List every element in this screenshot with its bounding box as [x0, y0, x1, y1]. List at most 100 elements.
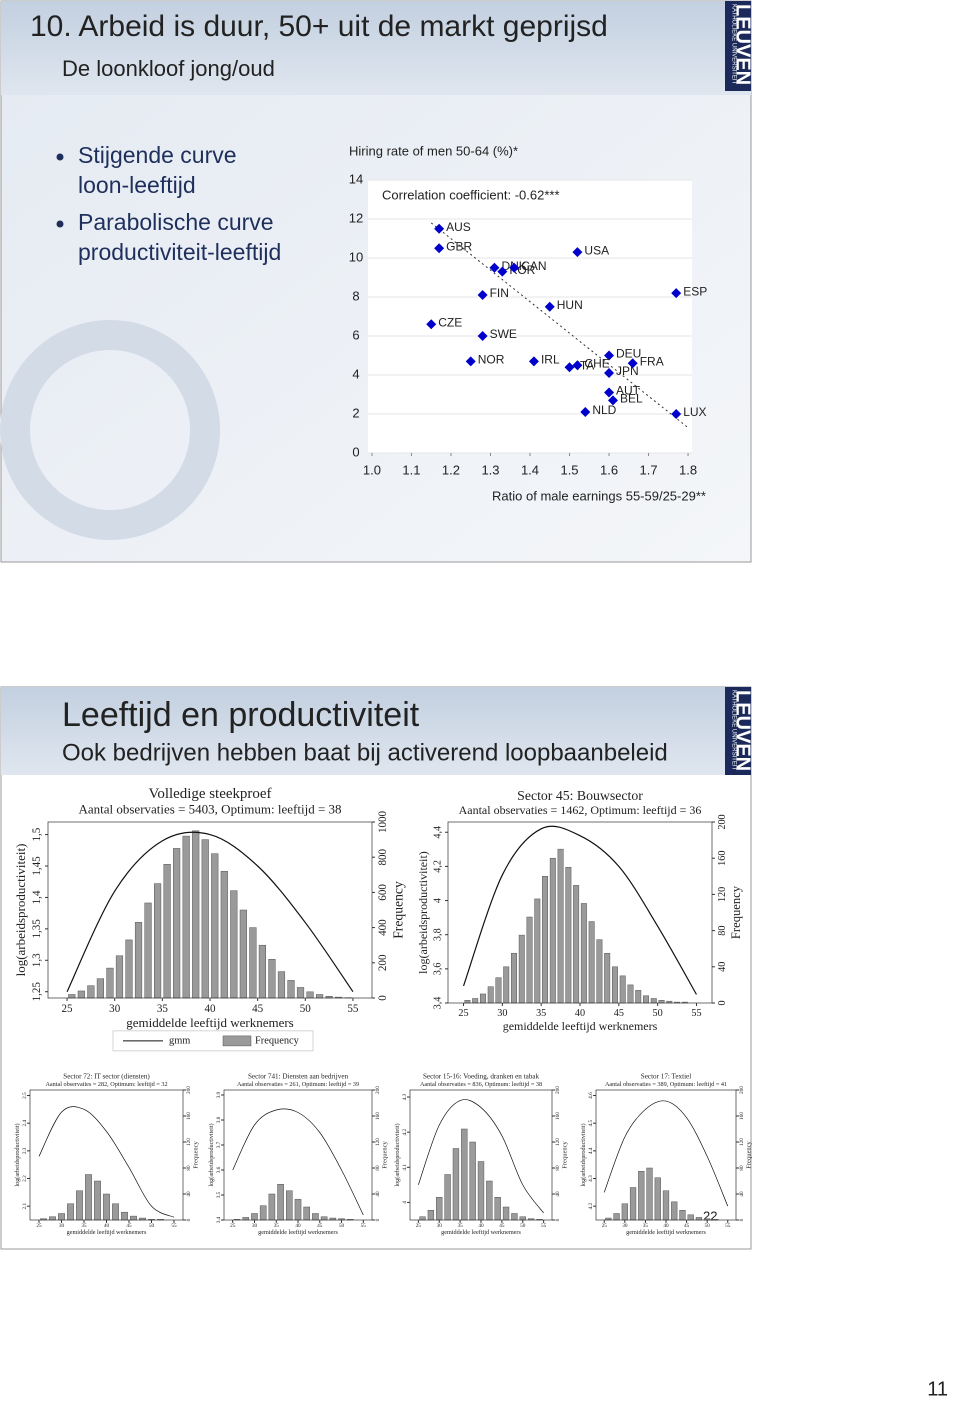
point-label: USA: [584, 243, 609, 257]
y2-tick-label: 160: [739, 1112, 745, 1120]
x-tick-label: 40: [478, 1223, 484, 1229]
chart-title: Hiring rate of men 50-64 (%)*: [349, 143, 518, 158]
histogram-bar: [259, 1205, 267, 1221]
point-label: IRL: [541, 353, 560, 367]
histogram-bar: [121, 1211, 128, 1221]
legend-label: Frequency: [255, 1035, 300, 1046]
x-tick-label: 1.4: [521, 462, 539, 477]
y2-tick-label: 120: [739, 1138, 745, 1146]
x-tick-label: 1.6: [600, 462, 618, 477]
logo-line2: LEUVEN: [732, 690, 754, 771]
histogram-bar: [604, 952, 611, 1004]
y2-tick-label: 200: [739, 1086, 745, 1094]
histogram-bar: [85, 1174, 92, 1221]
point-label: NOR: [478, 353, 505, 367]
y2-tick-label: 160: [375, 1112, 381, 1120]
histogram-bar: [635, 990, 642, 1004]
chart-title: Sector 17: Textiel: [641, 1073, 691, 1081]
chart-subtitle: Aantal observaties = 1462, Optimum: leef…: [459, 803, 702, 817]
y-tick-label: 4.5: [588, 1120, 594, 1127]
histogram-bar: [258, 944, 266, 999]
y-tick-label: 4.2: [588, 1203, 594, 1210]
point-label: DEU: [616, 347, 641, 361]
y2-axis-label: Frequency: [390, 881, 405, 939]
bullet-text: Parabolische curve: [78, 209, 274, 235]
histogram-bar: [464, 1000, 471, 1004]
point-label: HUN: [557, 298, 583, 312]
histogram-bar: [144, 902, 152, 999]
annotation: Correlation coefficient: -0.62***: [382, 187, 560, 202]
histogram-bar: [277, 1184, 284, 1221]
x-tick-label: 1.0: [363, 462, 381, 477]
slide-header: [1, 687, 751, 775]
histogram-bar: [211, 853, 219, 999]
y-tick-label: 1,35: [31, 919, 43, 939]
legend-swatch: [222, 1035, 252, 1047]
y2-tick-label: 40: [555, 1191, 561, 1197]
x-tick-label: 1.5: [560, 462, 578, 477]
fit-curve: [462, 825, 697, 995]
histogram-bar: [477, 1161, 485, 1221]
chart-subtitle: Aantal observaties = 261, Optimum: leeft…: [237, 1081, 359, 1088]
x-tick-label: 45: [317, 1223, 323, 1229]
fit-curve: [603, 1100, 729, 1207]
histogram-bar: [76, 1190, 83, 1221]
histogram-bar: [201, 839, 209, 999]
plot-area: [368, 180, 692, 453]
histogram-bar: [239, 909, 247, 999]
logo-block: [725, 687, 751, 775]
x-tick-label: 45: [126, 1223, 132, 1229]
histogram-bar: [436, 1197, 443, 1221]
histogram-bar: [519, 1216, 526, 1221]
histogram-bar: [220, 871, 228, 999]
point: [509, 262, 520, 273]
histogram-bar: [130, 1215, 137, 1221]
histogram-bar: [658, 1000, 665, 1004]
bullet-dot: [56, 220, 64, 228]
point-label: SWE: [490, 327, 517, 341]
y2-tick-label: 200: [555, 1086, 561, 1094]
point: [627, 358, 638, 369]
x-tick-label: 55: [691, 1008, 701, 1019]
histogram-bar: [621, 1203, 628, 1221]
chart-subtitle: Aantal observaties = 5403, Optimum: leef…: [78, 801, 341, 816]
y2-tick-label: 200: [186, 1086, 192, 1094]
histogram-bar: [87, 985, 95, 999]
y-tick-label: 4.6: [588, 1092, 594, 1099]
fit-curve: [418, 1099, 544, 1214]
slide-title: 10. Arbeid is duur, 50+ uit de markt gep…: [30, 10, 608, 43]
logo-line1: KATHOLIEKE UNIVERSITEIT: [730, 4, 736, 85]
histogram-bar: [419, 1216, 426, 1221]
y-tick-label: 3,4: [433, 997, 444, 1010]
x-tick-label: 50: [149, 1223, 155, 1229]
histogram-bar: [49, 1216, 56, 1221]
x-tick-label: 1.3: [481, 462, 499, 477]
x-tick-label: 25: [416, 1223, 422, 1229]
y2-tick-label: 120: [375, 1138, 381, 1146]
y2-tick-label: 120: [555, 1138, 561, 1146]
point-label: ESP: [683, 284, 707, 298]
y-tick-label: 2.4: [22, 1120, 28, 1127]
histogram-bar: [77, 990, 85, 999]
x-tick-label: 45: [614, 1008, 624, 1019]
histogram-bar: [662, 1190, 670, 1221]
histogram-bar: [487, 986, 494, 1004]
point: [671, 288, 682, 299]
x-tick-label: 35: [157, 1003, 169, 1015]
x-tick-label: 1.8: [679, 462, 697, 477]
histogram-bar: [596, 939, 603, 1004]
histogram-bar: [452, 1148, 460, 1221]
y2-tick-label: 40: [375, 1191, 381, 1197]
y-tick-label: 12: [349, 210, 363, 225]
y2-tick-label: 80: [717, 926, 728, 936]
y-tick-label: 4: [352, 366, 359, 381]
y2-tick-label: 80: [186, 1165, 192, 1171]
chart-subtitle: Aantal observaties = 389, Optimum: leeft…: [605, 1081, 727, 1088]
histogram-bar: [549, 857, 556, 1004]
x-tick-label: 55: [171, 1223, 177, 1229]
x-tick-label: 50: [520, 1223, 526, 1229]
point: [572, 360, 583, 371]
point: [604, 387, 615, 398]
histogram-bar: [565, 867, 572, 1004]
x-tick-label: 45: [252, 1003, 264, 1015]
